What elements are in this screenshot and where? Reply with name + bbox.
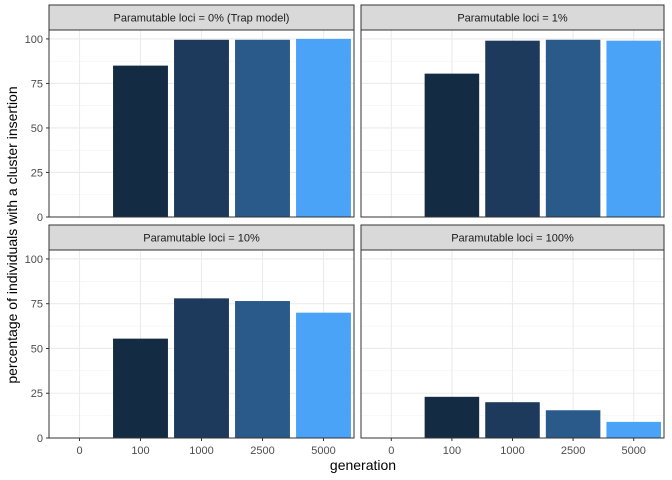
facet-strip — [48, 4, 355, 31]
x-axis-title: generation — [330, 457, 396, 473]
y-tick-label: 100 — [25, 254, 43, 266]
y-tick-label: 75 — [31, 299, 43, 311]
panel-border — [48, 29, 355, 218]
x-tick-label: 0 — [76, 445, 82, 457]
facet-strip-label: Paramutable loci = 0% (Trap model) — [114, 13, 290, 25]
y-tick-label: 50 — [31, 123, 43, 135]
x-tick-label: 5000 — [621, 445, 645, 457]
panel-border — [360, 29, 665, 218]
x-tick-label: 5000 — [311, 445, 335, 457]
x-tick-label: 2500 — [561, 445, 585, 457]
bar-100 — [113, 65, 168, 217]
x-tick-label: 100 — [131, 445, 149, 457]
bar-1000 — [485, 402, 540, 438]
y-tick-label: 0 — [37, 212, 43, 224]
facet-strip-label: Paramutable loci = 1% — [457, 13, 568, 25]
bar-5000 — [606, 421, 661, 438]
y-tick-label: 25 — [31, 388, 43, 400]
bar-2500 — [545, 410, 601, 438]
facet-strip-label: Paramutable loci = 10% — [143, 233, 260, 245]
bar-2500 — [235, 39, 290, 217]
bar-100 — [113, 338, 168, 438]
bar-2500 — [545, 39, 601, 217]
y-tick-label: 50 — [31, 343, 43, 355]
y-tick-label: 0 — [37, 433, 43, 445]
facet-panel-2: Paramutable loci = 1% — [360, 4, 665, 218]
bar-5000 — [296, 38, 351, 218]
facet-strip — [360, 224, 665, 251]
bar-100 — [424, 73, 480, 217]
bar-1000 — [485, 40, 540, 217]
x-tick-label: 100 — [443, 445, 461, 457]
x-tick-label: 1000 — [189, 445, 213, 457]
bar-100 — [424, 396, 480, 438]
x-tick-label: 2500 — [250, 445, 274, 457]
bar-1000 — [174, 39, 229, 217]
y-axis-title: percentage of individuals with a cluster… — [4, 86, 20, 383]
facet-panel-4: Paramutable loci = 100% 0 100 1000 2500 5000 — [360, 224, 665, 457]
y-tick-label: 100 — [25, 34, 43, 46]
x-tick-label: 0 — [388, 445, 394, 457]
panels-layer: Paramutable loci = 0% (Trap model) 0 25 50 7… — [25, 4, 665, 457]
facet-strip — [360, 4, 665, 31]
bar-2500 — [235, 301, 290, 438]
y-tick-label: 25 — [31, 167, 43, 179]
facet-strip — [48, 224, 355, 251]
facet-strip-label: Paramutable loci = 100% — [451, 233, 574, 245]
facet-panel-1: Paramutable loci = 0% (Trap model) 0 25 50 7… — [25, 4, 355, 224]
y-tick-label: 75 — [31, 78, 43, 90]
bar-5000 — [606, 40, 661, 217]
bar-1000 — [174, 298, 229, 438]
bar-5000 — [296, 312, 351, 438]
x-tick-label: 1000 — [500, 445, 524, 457]
